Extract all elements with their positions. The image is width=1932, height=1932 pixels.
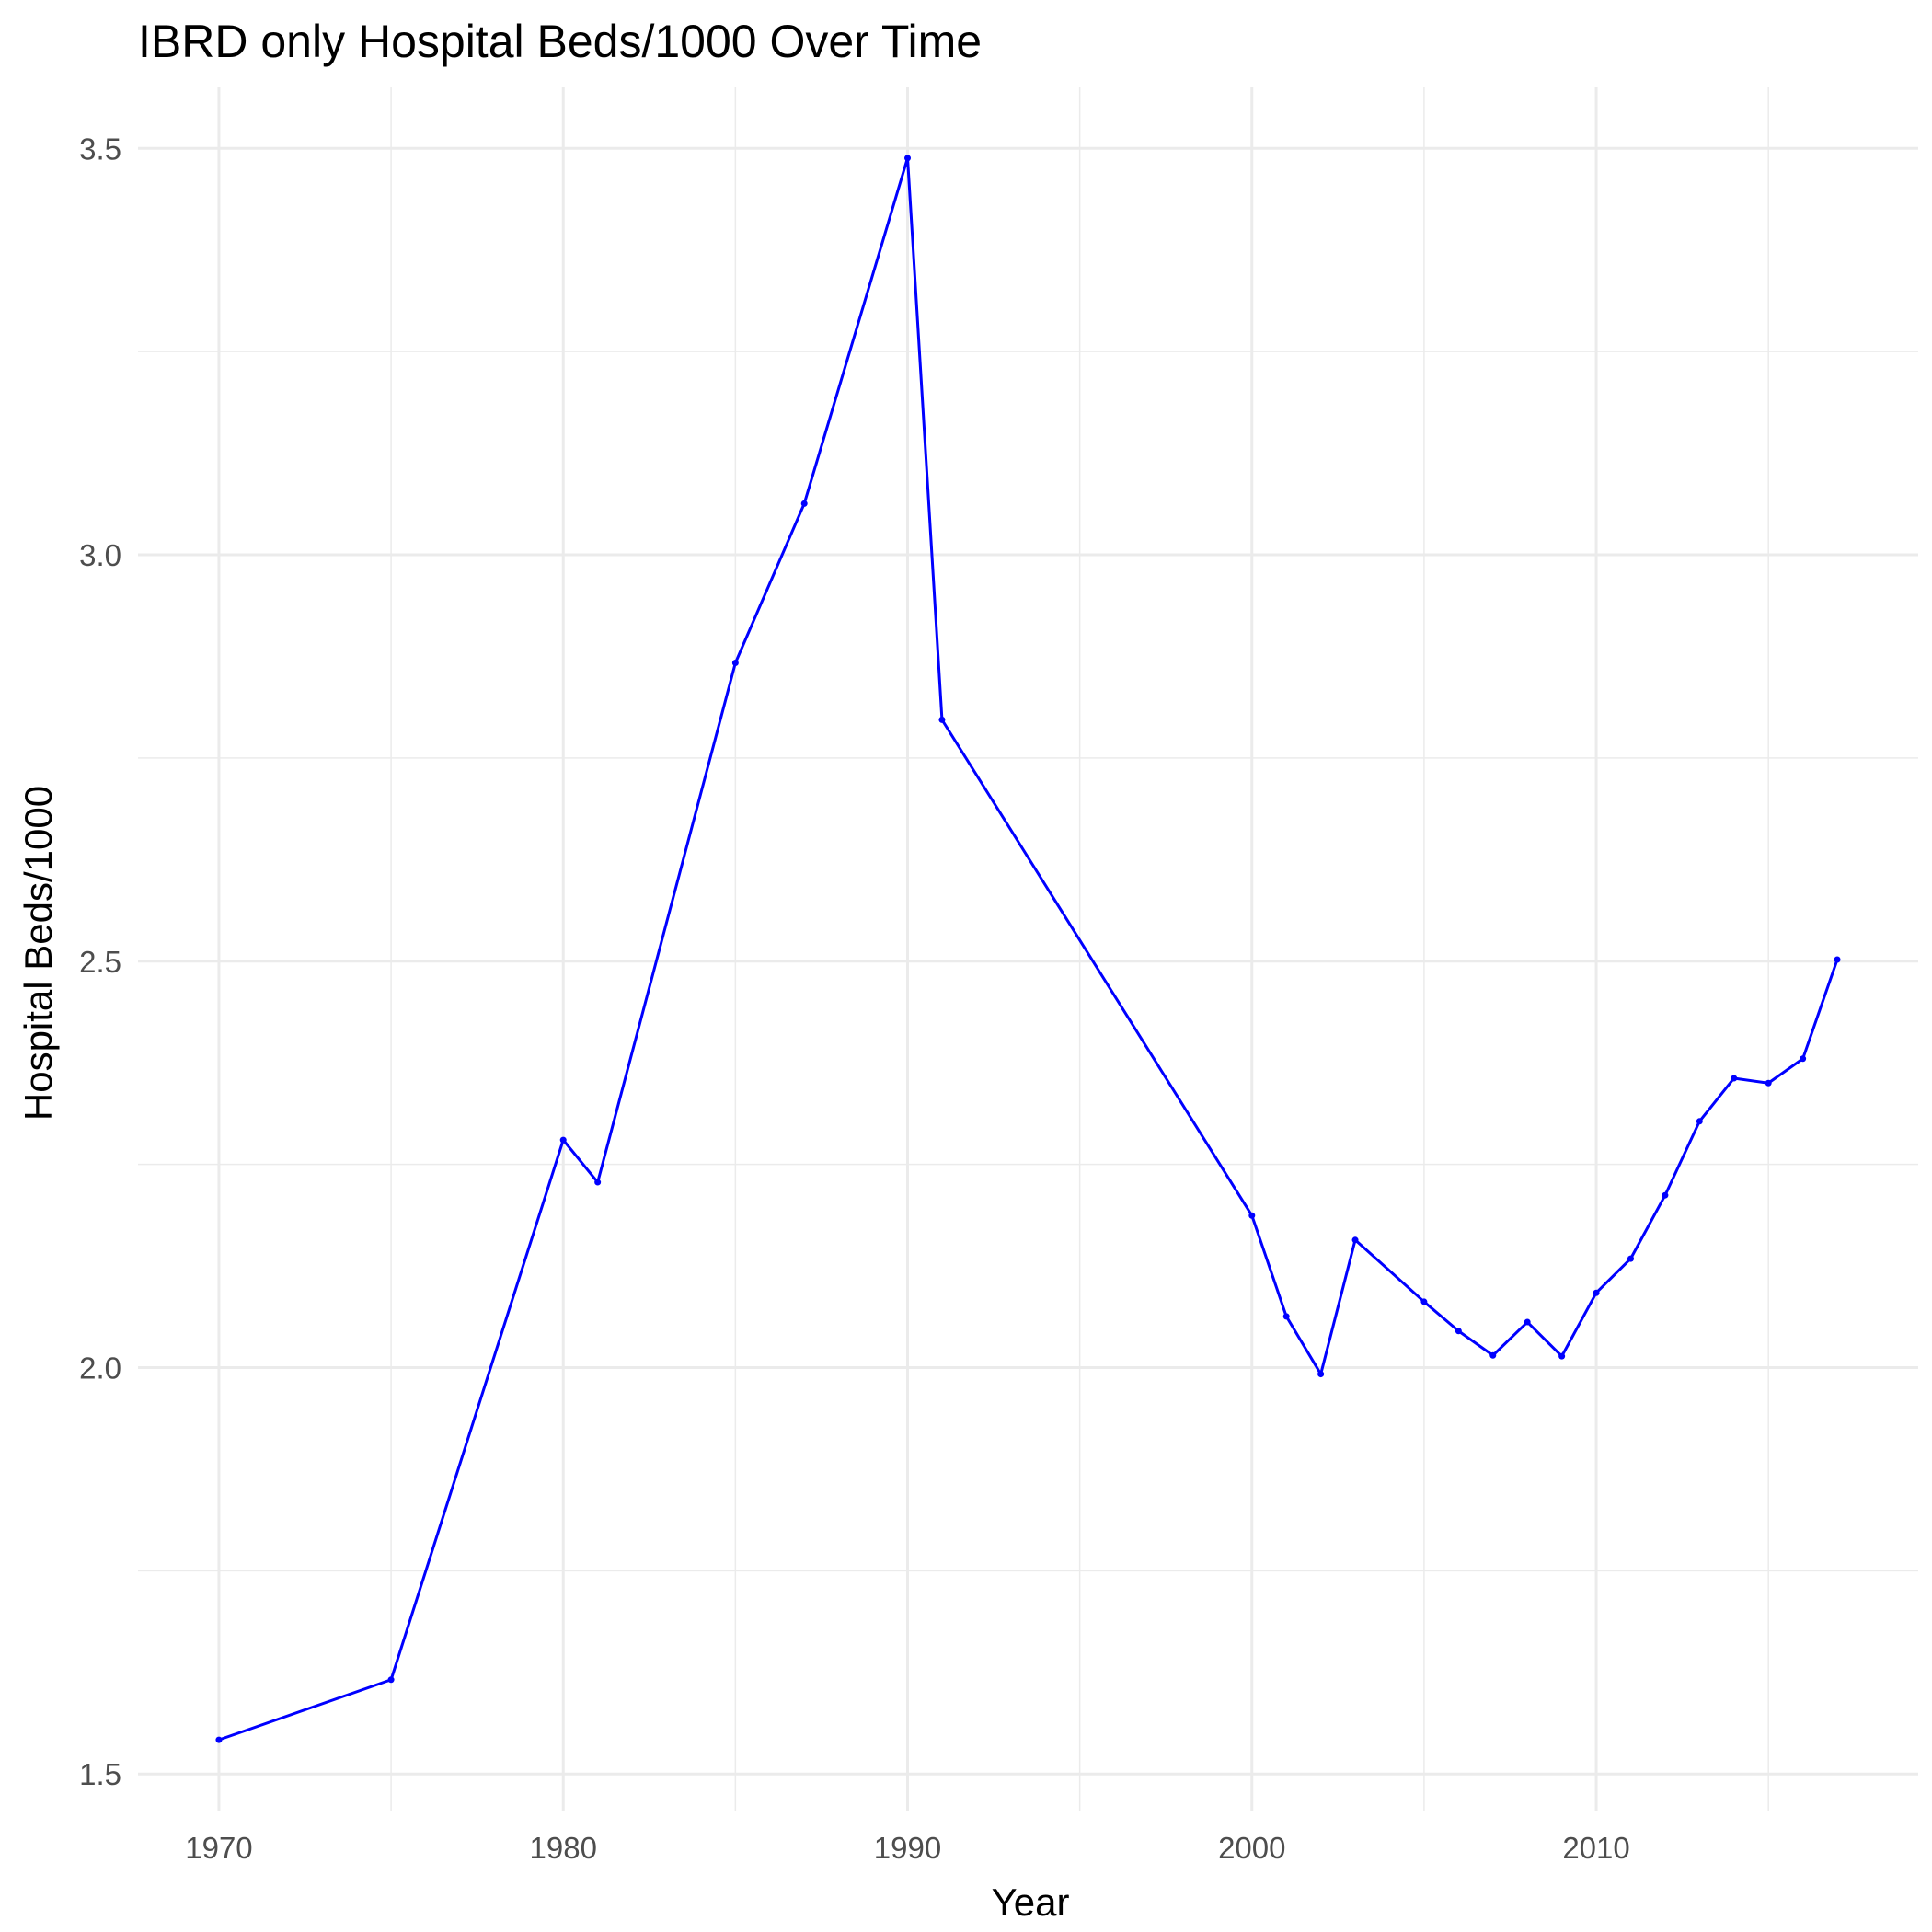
y-tick-label: 2.5 [79,945,121,979]
data-point [1524,1318,1531,1326]
y-tick-label: 1.5 [79,1757,121,1791]
data-point [1593,1289,1600,1296]
data-point [594,1179,602,1186]
data-point [1731,1075,1738,1082]
x-tick-label: 2000 [1218,1831,1285,1865]
x-tick-label: 2010 [1562,1831,1629,1865]
data-point [1317,1371,1325,1378]
data-point [1834,956,1841,963]
data-point [1248,1212,1256,1219]
data-point [1662,1191,1669,1199]
y-tick-label: 2.0 [79,1351,121,1385]
data-point [1351,1236,1359,1244]
y-tick-label: 3.0 [79,538,121,572]
data-point [1800,1055,1807,1063]
data-point [904,155,912,162]
tick-labels: 1970 1980 1990 2000 2010 1.5 2.0 2.5 3.0 3.5 [79,132,1630,1865]
y-tick-label: 3.5 [79,132,121,166]
data-point [1455,1328,1462,1335]
data-point [215,1736,223,1743]
data-point [559,1136,567,1144]
data-series [215,155,1841,1743]
x-tick-label: 1990 [874,1831,941,1865]
data-point [1489,1351,1497,1359]
x-tick-label: 1970 [185,1831,252,1865]
data-point [387,1676,395,1684]
y-axis-title: Hospital Beds/1000 [17,786,60,1121]
data-point [1696,1118,1703,1125]
data-point [731,660,739,667]
data-point [1420,1298,1428,1305]
x-tick-label: 1980 [530,1831,597,1865]
major-gridlines [138,87,1918,1811]
data-point [1765,1079,1772,1087]
x-axis-title: Year [992,1880,1070,1924]
data-point [1282,1313,1290,1320]
chart-title: IBRD only Hospital Beds/1000 Over Time [138,16,982,67]
data-point [938,716,946,723]
data-point [1558,1352,1566,1360]
data-point [800,500,808,507]
minor-gridlines [138,87,1918,1811]
data-point [1627,1255,1634,1262]
